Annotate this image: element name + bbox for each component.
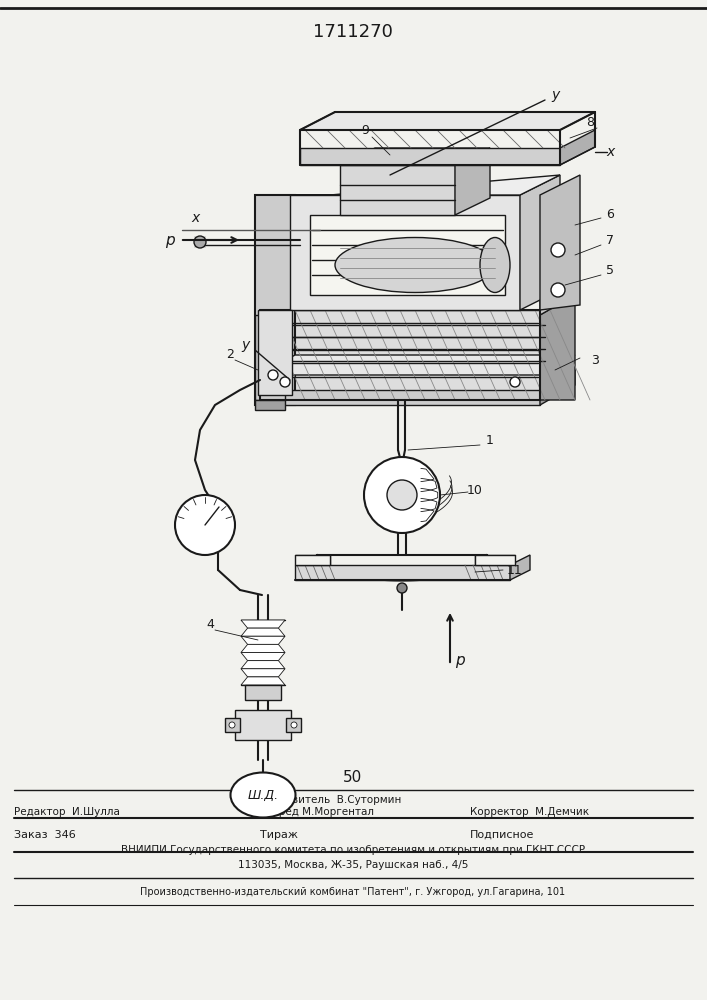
Text: 1: 1: [486, 434, 494, 446]
Polygon shape: [540, 370, 575, 405]
Polygon shape: [225, 718, 240, 732]
Polygon shape: [300, 148, 560, 165]
Text: Составитель  В.Сутормин: Составитель В.Сутормин: [260, 795, 402, 805]
Polygon shape: [295, 555, 330, 565]
Polygon shape: [290, 175, 560, 195]
Text: Редактор  И.Шулла: Редактор И.Шулла: [14, 807, 120, 817]
Text: 10: 10: [467, 484, 483, 496]
Circle shape: [364, 457, 440, 533]
Text: р: р: [455, 652, 464, 668]
Polygon shape: [255, 315, 285, 400]
Polygon shape: [235, 710, 291, 740]
Polygon shape: [241, 636, 285, 644]
Polygon shape: [340, 165, 455, 215]
Text: х: х: [191, 211, 199, 225]
Polygon shape: [295, 565, 510, 580]
Text: 11: 11: [507, 564, 523, 576]
Polygon shape: [245, 685, 281, 700]
Polygon shape: [540, 295, 575, 400]
Text: Подписное: Подписное: [470, 830, 534, 840]
Circle shape: [280, 377, 290, 387]
Text: Заказ  346: Заказ 346: [14, 830, 76, 840]
Circle shape: [229, 722, 235, 728]
Circle shape: [175, 495, 235, 555]
Circle shape: [510, 377, 520, 387]
Text: 5: 5: [606, 263, 614, 276]
Polygon shape: [300, 112, 595, 130]
Text: 7: 7: [606, 233, 614, 246]
Polygon shape: [260, 390, 540, 405]
Polygon shape: [475, 555, 515, 565]
Text: 6: 6: [606, 209, 614, 222]
Text: Производственно-издательский комбинат "Патент", г. Ужгород, ул.Гагарина, 101: Производственно-издательский комбинат "П…: [141, 887, 566, 897]
Circle shape: [397, 583, 407, 593]
Polygon shape: [255, 400, 285, 410]
Text: ВНИИПИ Государственного комитета по изобретениям и открытиям при ГКНТ СССР: ВНИИПИ Государственного комитета по изоб…: [121, 845, 585, 855]
Text: у: у: [551, 88, 559, 102]
Polygon shape: [258, 310, 292, 395]
Polygon shape: [290, 195, 520, 310]
Polygon shape: [241, 620, 285, 628]
Circle shape: [551, 283, 565, 297]
Ellipse shape: [335, 237, 495, 292]
Polygon shape: [241, 669, 285, 677]
Text: 4: 4: [206, 618, 214, 632]
Text: Корректор  М.Демчик: Корректор М.Демчик: [470, 807, 589, 817]
Text: 2: 2: [226, 349, 234, 361]
Text: Техред М.Моргентал: Техред М.Моргентал: [260, 807, 374, 817]
Circle shape: [268, 370, 278, 380]
Polygon shape: [286, 718, 301, 732]
Polygon shape: [560, 130, 595, 165]
Text: 50: 50: [344, 770, 363, 786]
Polygon shape: [241, 677, 285, 685]
Polygon shape: [241, 644, 285, 652]
Polygon shape: [260, 310, 540, 400]
Text: у: у: [241, 338, 249, 352]
Text: 1711270: 1711270: [313, 23, 393, 41]
Polygon shape: [520, 175, 560, 310]
Text: 9: 9: [361, 123, 369, 136]
Circle shape: [551, 243, 565, 257]
Polygon shape: [241, 652, 285, 661]
Polygon shape: [510, 555, 530, 580]
Polygon shape: [455, 148, 490, 215]
Polygon shape: [255, 195, 295, 405]
Polygon shape: [260, 355, 575, 375]
Circle shape: [387, 480, 417, 510]
Polygon shape: [241, 661, 285, 669]
Ellipse shape: [480, 237, 510, 292]
Polygon shape: [340, 148, 490, 165]
Polygon shape: [310, 215, 505, 295]
Text: Тираж: Тираж: [260, 830, 298, 840]
Polygon shape: [540, 175, 580, 310]
Text: Ш.Д.: Ш.Д.: [247, 788, 279, 802]
Ellipse shape: [230, 772, 296, 818]
Polygon shape: [540, 280, 575, 315]
Text: 113035, Москва, Ж-35, Раушская наб., 4/5: 113035, Москва, Ж-35, Раушская наб., 4/5: [238, 860, 468, 870]
Text: 3: 3: [591, 354, 599, 366]
Polygon shape: [241, 628, 285, 636]
Text: 8: 8: [586, 115, 594, 128]
Circle shape: [194, 236, 206, 248]
Circle shape: [291, 722, 297, 728]
Text: р: р: [165, 232, 175, 247]
Text: х: х: [606, 145, 614, 159]
